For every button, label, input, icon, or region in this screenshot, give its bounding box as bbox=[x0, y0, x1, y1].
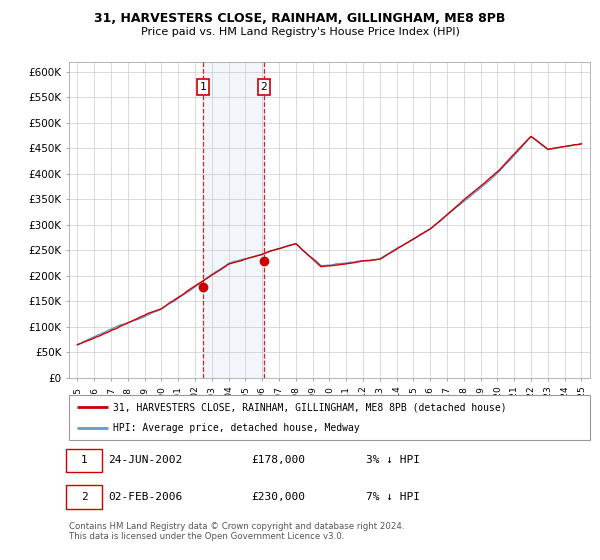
Text: Contains HM Land Registry data © Crown copyright and database right 2024.
This d: Contains HM Land Registry data © Crown c… bbox=[69, 522, 404, 542]
Text: HPI: Average price, detached house, Medway: HPI: Average price, detached house, Medw… bbox=[113, 423, 360, 433]
FancyBboxPatch shape bbox=[67, 486, 102, 509]
Text: 2: 2 bbox=[81, 492, 88, 502]
Text: 7% ↓ HPI: 7% ↓ HPI bbox=[366, 492, 420, 502]
Text: 24-JUN-2002: 24-JUN-2002 bbox=[108, 455, 182, 465]
FancyBboxPatch shape bbox=[69, 395, 590, 440]
Text: 1: 1 bbox=[81, 455, 88, 465]
Bar bbox=[203, 62, 264, 378]
Text: £230,000: £230,000 bbox=[251, 492, 305, 502]
Text: 3% ↓ HPI: 3% ↓ HPI bbox=[366, 455, 420, 465]
Text: 2: 2 bbox=[260, 82, 267, 92]
Text: 31, HARVESTERS CLOSE, RAINHAM, GILLINGHAM, ME8 8PB: 31, HARVESTERS CLOSE, RAINHAM, GILLINGHA… bbox=[94, 12, 506, 25]
Text: 02-FEB-2006: 02-FEB-2006 bbox=[108, 492, 182, 502]
Text: 1: 1 bbox=[200, 82, 206, 92]
FancyBboxPatch shape bbox=[67, 449, 102, 472]
Text: 31, HARVESTERS CLOSE, RAINHAM, GILLINGHAM, ME8 8PB (detached house): 31, HARVESTERS CLOSE, RAINHAM, GILLINGHA… bbox=[113, 402, 507, 412]
Text: £178,000: £178,000 bbox=[251, 455, 305, 465]
Text: Price paid vs. HM Land Registry's House Price Index (HPI): Price paid vs. HM Land Registry's House … bbox=[140, 27, 460, 37]
